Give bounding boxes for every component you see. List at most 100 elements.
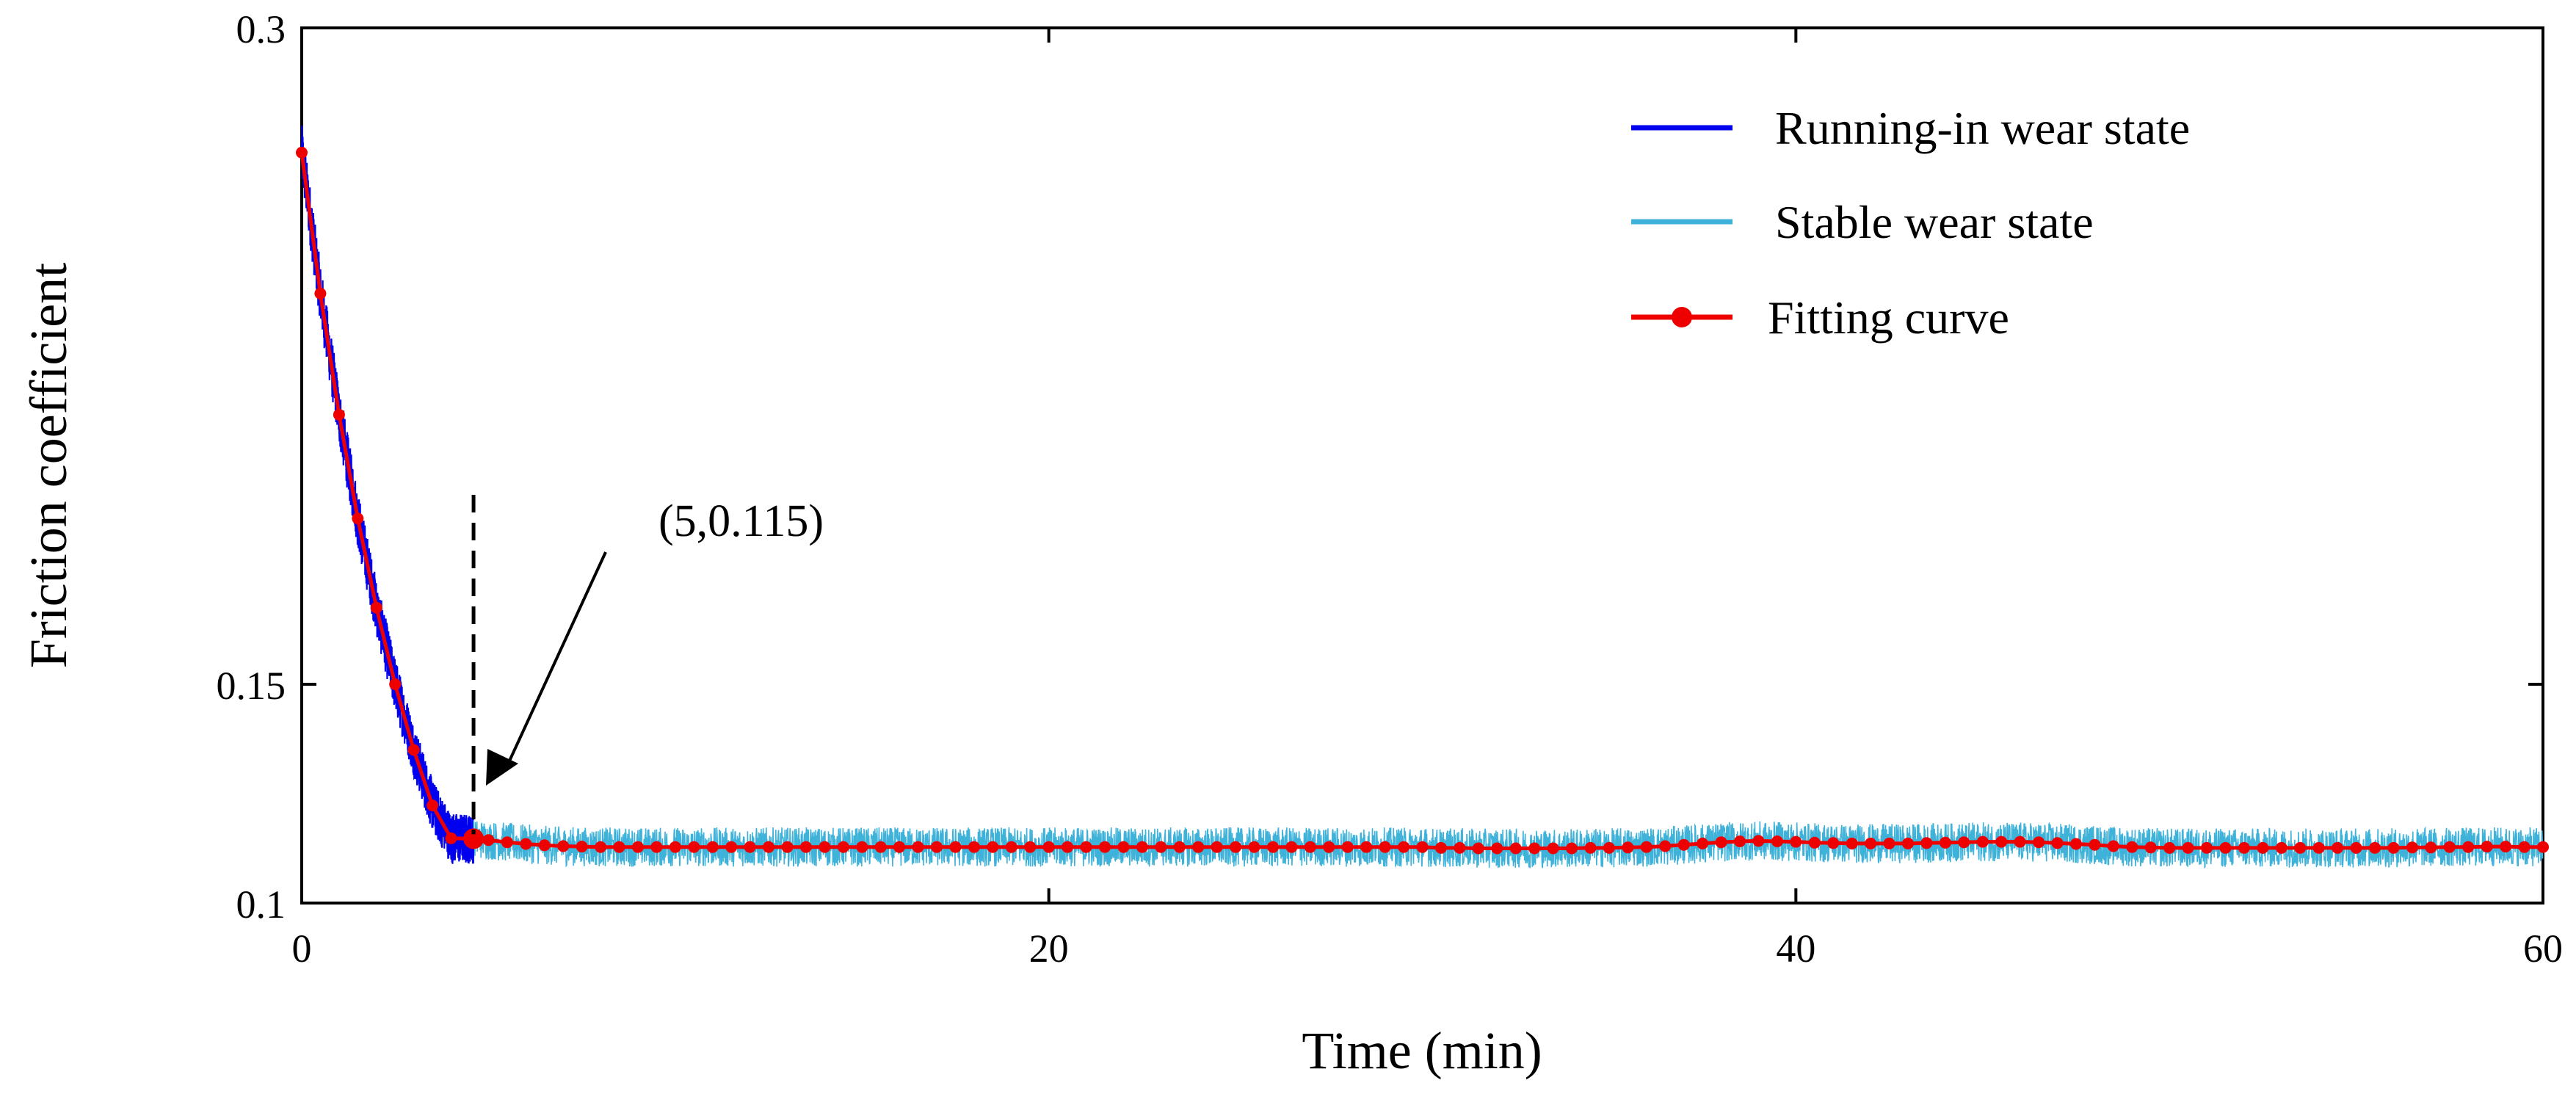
fitting-curve-point bbox=[1136, 841, 1148, 853]
fitting-curve-point bbox=[1062, 841, 1074, 853]
fitting-curve-point bbox=[1398, 841, 1410, 853]
fitting-curve-point bbox=[1640, 841, 1652, 853]
fitting-curve-point bbox=[2369, 841, 2381, 854]
fitting-curve-point bbox=[1360, 841, 1373, 853]
fitting-curve-point bbox=[1173, 841, 1186, 853]
fitting-curve-point bbox=[1790, 835, 1802, 848]
fitting-curve-point bbox=[520, 838, 532, 850]
fitting-curve-point bbox=[1771, 835, 1783, 847]
fitting-curve-point bbox=[595, 841, 607, 853]
tick-layer: 0 20 40 60 0.1 0.15 0.3 bbox=[217, 7, 2564, 971]
fitting-curve-point bbox=[2518, 841, 2530, 853]
fitting-curve-point bbox=[2219, 841, 2232, 854]
fit-layer bbox=[296, 146, 2549, 855]
annotation-label: (5,0.115) bbox=[658, 496, 824, 546]
fitting-curve-point bbox=[1734, 835, 1746, 847]
fitting-curve-point bbox=[1939, 836, 1951, 849]
series-layer bbox=[300, 125, 2544, 869]
fitting-curve-point bbox=[1659, 840, 1672, 852]
fitting-curve-point bbox=[463, 828, 485, 849]
legend-label-running-in: Running-in wear state bbox=[1775, 102, 2190, 154]
fitting-curve-point bbox=[427, 800, 439, 812]
fitting-curve-point bbox=[482, 834, 495, 847]
fitting-curve-point bbox=[799, 841, 812, 853]
fitting-curve-point bbox=[669, 841, 681, 853]
fitting-curve-point bbox=[1976, 835, 1989, 848]
fitting-curve-point bbox=[1566, 842, 1578, 855]
fitting-curve-point bbox=[501, 836, 513, 849]
fitting-curve-point bbox=[1005, 841, 1017, 853]
fitting-curve-point bbox=[744, 841, 756, 853]
fitting-curve-point bbox=[1024, 841, 1037, 853]
fitting-curve-point bbox=[2481, 841, 2493, 853]
y-axis-label: Friction coefficient bbox=[19, 263, 78, 668]
y-tick-label: 0.1 bbox=[236, 882, 286, 927]
fitting-curve-point bbox=[706, 841, 719, 853]
fitting-curve-point bbox=[1267, 841, 1279, 853]
fitting-curve-point bbox=[1622, 841, 1634, 854]
fitting-curve-point bbox=[1192, 841, 1205, 853]
fitting-curve-point bbox=[1323, 841, 1335, 853]
fitting-curve-point bbox=[613, 841, 625, 853]
fitting-curve-point bbox=[576, 841, 588, 853]
fitting-curve-point bbox=[1846, 837, 1858, 849]
fitting-curve-point bbox=[781, 841, 794, 853]
fitting-curve-point bbox=[1715, 836, 1727, 849]
fitting-curve-point bbox=[1211, 841, 1223, 853]
fitting-curve-point bbox=[1491, 842, 1503, 855]
fitting-curve-point bbox=[2033, 836, 2045, 849]
y-tick-label: 0.3 bbox=[236, 7, 286, 51]
fitting-curve-point bbox=[370, 601, 382, 614]
fitting-curve-point bbox=[1230, 841, 1242, 853]
fitting-curve-point bbox=[1920, 837, 1933, 849]
fitting-curve-point bbox=[2163, 841, 2176, 854]
fitting-curve-point bbox=[1042, 841, 1055, 853]
fitting-curve-point bbox=[632, 841, 644, 853]
fitting-curve-point bbox=[1958, 836, 1970, 849]
fitting-curve-point bbox=[2500, 841, 2512, 853]
fitting-curve-point bbox=[2144, 841, 2157, 854]
fitting-curve-point bbox=[352, 512, 364, 525]
fitting-curve-point bbox=[1808, 836, 1821, 849]
fitting-curve-point bbox=[1697, 837, 1709, 849]
fitting-curve-point bbox=[314, 287, 327, 300]
fitting-curve-point bbox=[1117, 841, 1130, 853]
fitting-curve-point bbox=[296, 146, 308, 159]
fitting-curve-point bbox=[1603, 841, 1615, 854]
fitting-curve-point bbox=[1827, 837, 1840, 849]
x-tick-label: 20 bbox=[1029, 927, 1069, 971]
fitting-curve-point bbox=[445, 832, 457, 844]
fitting-curve-point bbox=[1416, 841, 1429, 853]
y-tick-label: 0.15 bbox=[217, 664, 286, 708]
fitting-curve-point bbox=[2425, 841, 2437, 854]
fitting-curve-point bbox=[1865, 837, 1877, 849]
legend: Running-in wear state Stable wear state … bbox=[1631, 102, 2190, 344]
fitting-curve-point bbox=[1472, 842, 1484, 855]
fitting-curve-point bbox=[650, 841, 663, 853]
fitting-curve-point bbox=[2406, 841, 2418, 854]
fitting-curve-point bbox=[389, 678, 402, 690]
fitting-curve-point bbox=[1155, 841, 1167, 853]
annotation: (5,0.115) bbox=[486, 496, 824, 786]
plot-frame bbox=[300, 26, 2544, 905]
x-tick-label: 40 bbox=[1776, 927, 1815, 971]
x-tick-label: 60 bbox=[2523, 927, 2563, 971]
fitting-curve-point bbox=[856, 841, 868, 853]
fitting-curve-point bbox=[1677, 838, 1690, 851]
fitting-curve-point bbox=[2182, 841, 2194, 854]
fitting-curve-point bbox=[874, 841, 887, 853]
fitting-curve-point bbox=[1285, 841, 1298, 853]
fitting-curve-point bbox=[1528, 842, 1541, 855]
fitting-curve-point bbox=[837, 841, 849, 853]
fitting-curve-point bbox=[1099, 841, 1111, 853]
fitting-curve-point bbox=[1509, 842, 1522, 855]
fitting-curve-point bbox=[2350, 841, 2362, 854]
fitting-curve-point bbox=[2294, 841, 2307, 854]
fitting-curve-point bbox=[931, 841, 943, 853]
fitting-curve-point bbox=[538, 839, 551, 852]
fitting-curve-point bbox=[1584, 841, 1597, 854]
fitting-curve-point bbox=[912, 841, 924, 853]
fitting-curve-point bbox=[407, 744, 420, 756]
annotation-arrow bbox=[505, 551, 607, 768]
fitting-curve-point bbox=[1454, 841, 1466, 854]
